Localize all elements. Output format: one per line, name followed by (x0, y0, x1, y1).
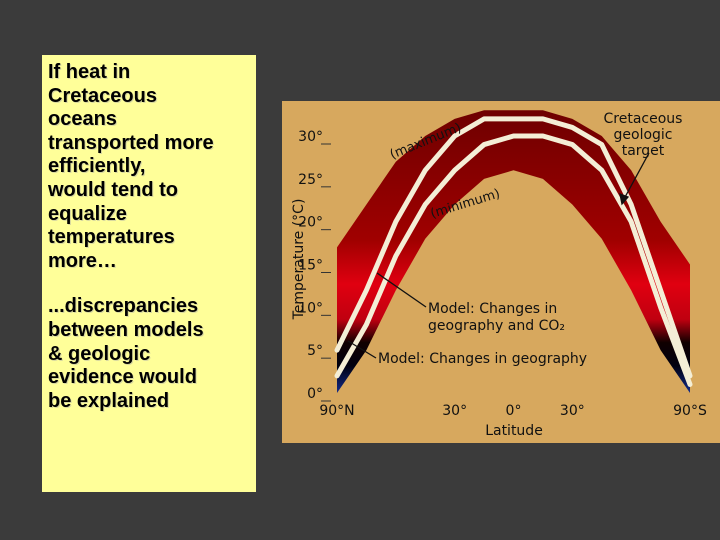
arrow (347, 340, 377, 359)
x-tick-label: 90°S (673, 403, 707, 419)
text-box: If heat in Cretaceous oceans transported mo… (42, 55, 256, 492)
annotation: Cretaceous (604, 111, 683, 127)
annotation-arrows (347, 152, 650, 359)
x-axis-label: Latitude (485, 423, 543, 439)
arrow (623, 152, 650, 200)
text-line: be explained (48, 389, 170, 412)
text-line: Cretaceous (48, 84, 157, 107)
target-band (337, 110, 690, 394)
x-tick-label: 30° (442, 403, 467, 419)
paragraph: ...discrepancies between models & geologic… (48, 295, 256, 413)
text-line: & geologic (48, 342, 151, 365)
text-line: would tend to (48, 178, 178, 201)
text-line: evidence would (48, 366, 197, 389)
text-line: between models (48, 318, 204, 341)
model-line (334, 133, 693, 387)
y-tick-label: 15° (298, 258, 323, 274)
y-tick-label: 20° (298, 215, 323, 231)
annotation: Model: Changes in (428, 301, 557, 317)
y-tick-label: 10° (298, 300, 323, 316)
y-tick-label: 0° (307, 386, 323, 402)
y-tick-label: 30° (298, 129, 323, 145)
x-tick-label: 90°N (319, 403, 354, 419)
chart: 0° 5° 10° 15° 20° 25° 30° 90°N 30° 0° 30° 90°S Latit… (282, 101, 720, 443)
text-line: more… (48, 249, 117, 272)
annotation: geography and CO₂ (428, 318, 565, 334)
text-line: equalize (48, 202, 127, 225)
paragraph: If heat in Cretaceous oceans transported mo… (48, 61, 256, 273)
text-line: If heat in (48, 61, 131, 83)
text-line: efficiently, (48, 155, 146, 178)
x-tick-label: 0° (506, 403, 522, 419)
text-line: oceans (48, 108, 117, 131)
annotation: target (622, 143, 665, 159)
model-line (334, 116, 693, 379)
y-axis-label: Temperature (°C) (291, 199, 307, 321)
arrow (376, 272, 427, 308)
y-tick-label: 5° (307, 343, 323, 359)
arrowhead (619, 192, 630, 206)
text-line: temperatures (48, 226, 175, 249)
text-line: transported more (48, 131, 214, 154)
annotation: Model: Changes in geography (378, 351, 587, 367)
plot-area (334, 110, 693, 394)
y-tick-label: 25° (298, 172, 323, 188)
x-tick-label: 30° (560, 403, 585, 419)
text-line: ...discrepancies (48, 295, 199, 318)
annotation: geologic (614, 127, 673, 143)
